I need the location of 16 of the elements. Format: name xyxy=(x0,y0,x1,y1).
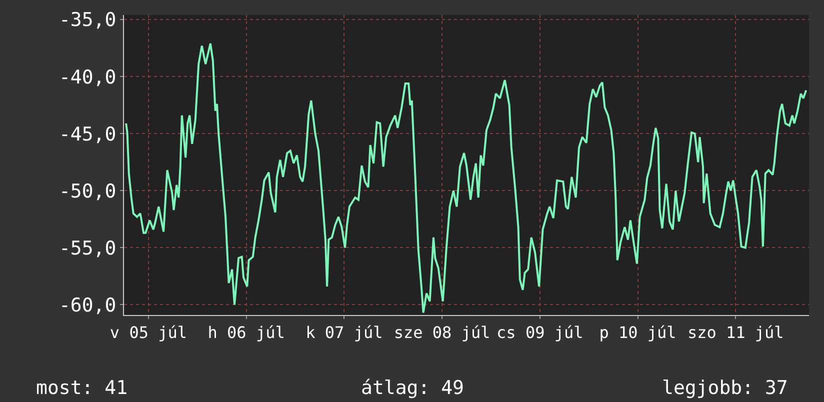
x-tick-label: sze 08 júl xyxy=(394,323,490,342)
x-tick-label: cs 09 júl xyxy=(496,323,584,342)
y-tick-label: -60,0 xyxy=(58,294,116,316)
text: legjobb: 37 xyxy=(662,377,788,399)
text: átlag: 49 xyxy=(361,377,464,399)
y-tick-label: -45,0 xyxy=(58,123,116,146)
y-tick-label: -40,0 xyxy=(58,66,116,88)
x-tick-label: szo 11 júl xyxy=(687,323,784,342)
y-tick-label: -55,0 xyxy=(58,237,116,260)
y-tick-label: -50,0 xyxy=(58,180,116,202)
x-tick-label: v 05 júl xyxy=(110,323,187,342)
text: most: 41 xyxy=(36,377,128,399)
x-tick-label: p 10 júl xyxy=(599,323,676,342)
y-tick-label: -35,0 xyxy=(58,9,116,32)
x-tick-label: h 06 júl xyxy=(208,323,285,342)
x-tick-label: k 07 júl xyxy=(306,323,383,342)
